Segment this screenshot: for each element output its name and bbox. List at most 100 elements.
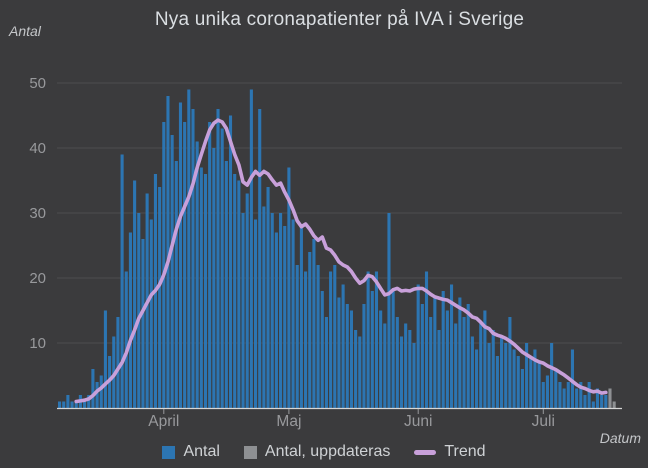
bar	[299, 226, 303, 408]
legend-item-trend: Trend	[414, 443, 486, 461]
x-axis-label: Datum	[599, 430, 641, 446]
bar	[454, 323, 458, 408]
bars-antal	[58, 89, 608, 408]
bar	[595, 388, 600, 408]
bar	[370, 291, 374, 408]
bar	[162, 122, 166, 408]
bar	[170, 135, 174, 408]
bar	[608, 388, 612, 408]
bar	[249, 89, 253, 408]
bar	[237, 180, 241, 408]
bar	[395, 317, 399, 408]
bar	[149, 219, 153, 408]
legend-item-antal-uppdateras: Antal, uppdateras	[243, 443, 390, 461]
bar	[349, 310, 353, 408]
bar	[570, 349, 575, 408]
y-tick-label: 40	[29, 140, 46, 157]
bar	[191, 109, 195, 408]
bar	[483, 310, 487, 408]
bar	[345, 304, 349, 408]
bar	[466, 304, 470, 408]
bar	[270, 213, 274, 408]
bar	[504, 343, 508, 408]
bar	[424, 271, 429, 408]
bar	[266, 187, 270, 408]
y-tick-label: 30	[29, 205, 46, 222]
bar	[387, 213, 391, 408]
bar	[208, 122, 212, 408]
bar	[475, 349, 479, 408]
bar	[74, 401, 78, 408]
bar	[158, 187, 162, 408]
bar	[508, 317, 512, 408]
bar	[337, 297, 341, 408]
bar	[437, 330, 441, 408]
bar	[374, 271, 379, 408]
bar	[366, 271, 370, 408]
bar	[416, 284, 420, 408]
bar	[449, 284, 454, 408]
bar	[70, 401, 74, 408]
x-tick-label: Maj	[276, 413, 301, 430]
bar	[312, 239, 316, 408]
bar	[529, 356, 533, 408]
bar	[404, 323, 408, 408]
bar	[520, 369, 524, 408]
bar	[308, 252, 312, 408]
antal-swatch-icon	[162, 445, 176, 459]
bar	[241, 213, 245, 408]
bar	[591, 401, 595, 408]
bar	[354, 330, 358, 408]
bar	[66, 395, 70, 408]
bar	[183, 122, 187, 408]
bar	[525, 343, 529, 408]
bar	[358, 336, 362, 408]
bar	[408, 330, 412, 408]
bar	[537, 362, 541, 408]
bar	[495, 356, 499, 408]
bar	[612, 401, 616, 408]
bar	[491, 330, 495, 408]
bar	[124, 271, 128, 408]
bar	[583, 395, 587, 408]
bar	[295, 265, 299, 408]
bars-antal-uppdateras	[608, 388, 616, 408]
bar	[304, 271, 308, 408]
y-axis-label: Antal	[9, 23, 41, 39]
bar	[141, 239, 145, 408]
bar	[228, 115, 233, 408]
bar	[329, 271, 333, 408]
y-tick-label: 20	[29, 270, 46, 287]
bar	[320, 291, 324, 408]
bar	[62, 401, 66, 408]
bar	[253, 219, 258, 408]
bar	[58, 401, 62, 408]
bar	[216, 109, 220, 408]
bar	[429, 317, 433, 408]
bar	[287, 167, 291, 408]
bar	[462, 317, 466, 408]
bar	[262, 206, 266, 408]
bar	[245, 193, 249, 408]
bar	[470, 336, 474, 408]
bar	[99, 375, 103, 408]
bar	[258, 109, 262, 408]
y-tick-label: 50	[29, 75, 46, 92]
bar	[274, 232, 278, 408]
bar	[579, 382, 583, 408]
x-tick-label: April	[148, 413, 179, 430]
bar	[178, 102, 183, 408]
bar	[362, 304, 366, 408]
bar	[441, 291, 445, 408]
bar	[212, 148, 216, 408]
bar	[103, 310, 107, 408]
bar	[604, 395, 608, 408]
bar	[558, 382, 562, 408]
legend: Antal Antal, uppdateras Trend	[0, 443, 648, 461]
bar	[195, 141, 199, 408]
bar	[391, 291, 395, 408]
legend-label-antal: Antal	[183, 443, 220, 460]
bar	[333, 265, 337, 408]
bar	[379, 310, 383, 408]
